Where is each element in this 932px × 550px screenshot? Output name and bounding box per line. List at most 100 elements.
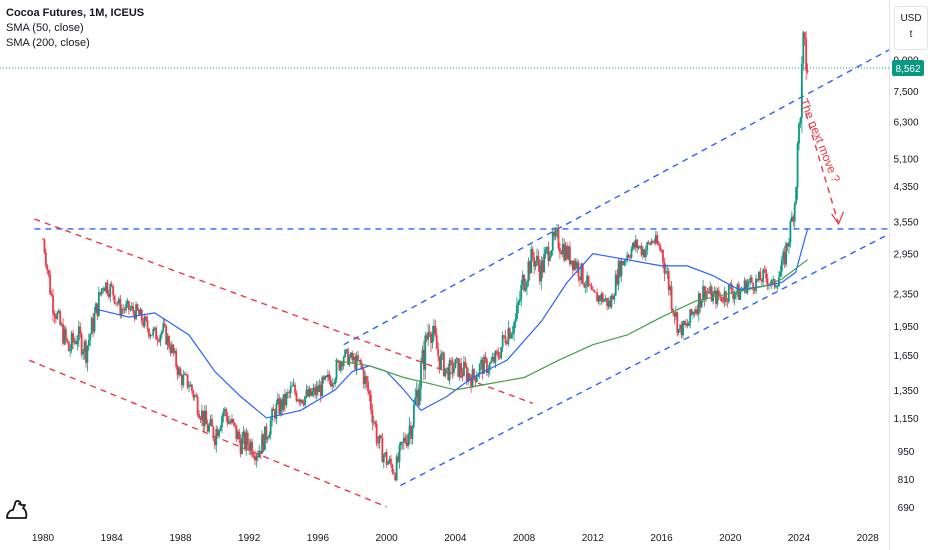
candle-body: [581, 263, 584, 284]
candle-body: [395, 456, 398, 481]
candle-body: [745, 280, 747, 293]
candle-body: [455, 358, 458, 360]
candle-body: [524, 287, 527, 291]
candle-body: [752, 282, 755, 290]
candle-body: [269, 420, 272, 435]
candle-body: [368, 391, 371, 395]
last-price-marker: 8,562: [0, 59, 924, 76]
candle-body: [318, 384, 321, 392]
candle-body: [329, 380, 332, 387]
sma200-legend[interactable]: SMA (200, close): [6, 37, 90, 49]
candle-body: [245, 432, 248, 449]
candle-body: [349, 352, 352, 358]
candle-body: [231, 419, 233, 424]
sma50-legend[interactable]: SMA (50, close): [6, 22, 84, 34]
tradingview-logo-icon[interactable]: [4, 496, 30, 522]
candle-body: [696, 309, 699, 315]
candle-body: [434, 325, 437, 336]
candle-body: [790, 216, 793, 222]
candle-body: [285, 393, 288, 406]
candle-body: [215, 429, 218, 446]
candle-body: [621, 261, 624, 265]
red-trendline: [28, 359, 387, 508]
candle-body: [689, 309, 692, 324]
symbol-title[interactable]: Cocoa Futures, 1M, ICEUS: [6, 7, 145, 19]
price-axis[interactable]: USD t: [889, 0, 932, 550]
candle-body: [468, 373, 471, 379]
candle-body: [649, 242, 651, 245]
candle-body: [511, 332, 514, 335]
candle-body: [749, 277, 752, 281]
candle-body: [135, 304, 137, 320]
candle-body: [182, 374, 185, 386]
x-tick-label: 2008: [513, 533, 536, 544]
y-tick-label: 7,500: [893, 87, 918, 98]
candle-body: [609, 300, 611, 308]
candle-body: [498, 357, 501, 359]
candle-body: [543, 253, 546, 273]
candle-body: [218, 430, 221, 437]
candle-body: [97, 292, 100, 316]
candle-body: [377, 442, 379, 444]
scale-mode-label: t: [909, 29, 913, 40]
candle-body: [67, 341, 70, 352]
y-tick-label: 3,550: [893, 217, 918, 228]
candle-body: [590, 285, 593, 290]
candle-body: [660, 250, 663, 251]
candle-body: [384, 452, 387, 456]
candle-body: [241, 437, 243, 454]
candle-body: [786, 243, 789, 247]
candle-body: [438, 356, 441, 369]
candle-body: [109, 284, 112, 297]
candle-body: [158, 340, 160, 342]
candle-body: [123, 309, 126, 311]
candle-body: [362, 369, 365, 385]
candle-body: [504, 336, 507, 343]
candle-body: [457, 358, 460, 377]
candle-body: [594, 291, 597, 293]
candle-body: [305, 389, 308, 397]
candle-body: [192, 390, 195, 398]
candle-body: [239, 439, 242, 454]
candle-body: [500, 347, 503, 359]
y-tick-label: 5,100: [893, 154, 918, 165]
candle-body: [201, 410, 203, 420]
candle-body: [113, 295, 116, 304]
candle-body: [392, 472, 395, 474]
candle-body: [534, 261, 537, 267]
x-tick-label: 2028: [857, 533, 880, 544]
candle-body: [82, 352, 84, 355]
candle-body: [550, 250, 553, 256]
candle-body: [540, 260, 543, 282]
candle-body: [275, 403, 278, 419]
candle-body: [120, 308, 123, 316]
candle-body: [136, 304, 139, 310]
candle-body: [551, 231, 554, 251]
candle-body: [478, 364, 481, 374]
candle-body: [497, 351, 500, 358]
candle-body: [690, 309, 693, 315]
candle-body: [558, 248, 561, 253]
candle-body: [763, 269, 766, 271]
candle-body: [195, 395, 198, 397]
candle-body: [652, 241, 654, 242]
candle-body: [654, 235, 657, 244]
candle-body: [394, 473, 397, 481]
candle-body: [440, 354, 442, 369]
candle-body: [238, 431, 241, 440]
candle-body: [47, 269, 50, 275]
currency-selector[interactable]: USD t: [894, 6, 928, 50]
candle-body: [193, 395, 196, 398]
candle-body: [404, 437, 407, 443]
candle-body: [508, 328, 511, 339]
candle-body: [205, 410, 208, 424]
candle-body: [510, 334, 513, 339]
candle-body: [248, 444, 251, 451]
candle-body: [225, 409, 228, 417]
candle-body: [494, 351, 497, 363]
candle-body: [159, 334, 162, 342]
candle-body: [414, 397, 417, 405]
candle-body: [428, 332, 431, 334]
candle-body: [42, 239, 44, 241]
